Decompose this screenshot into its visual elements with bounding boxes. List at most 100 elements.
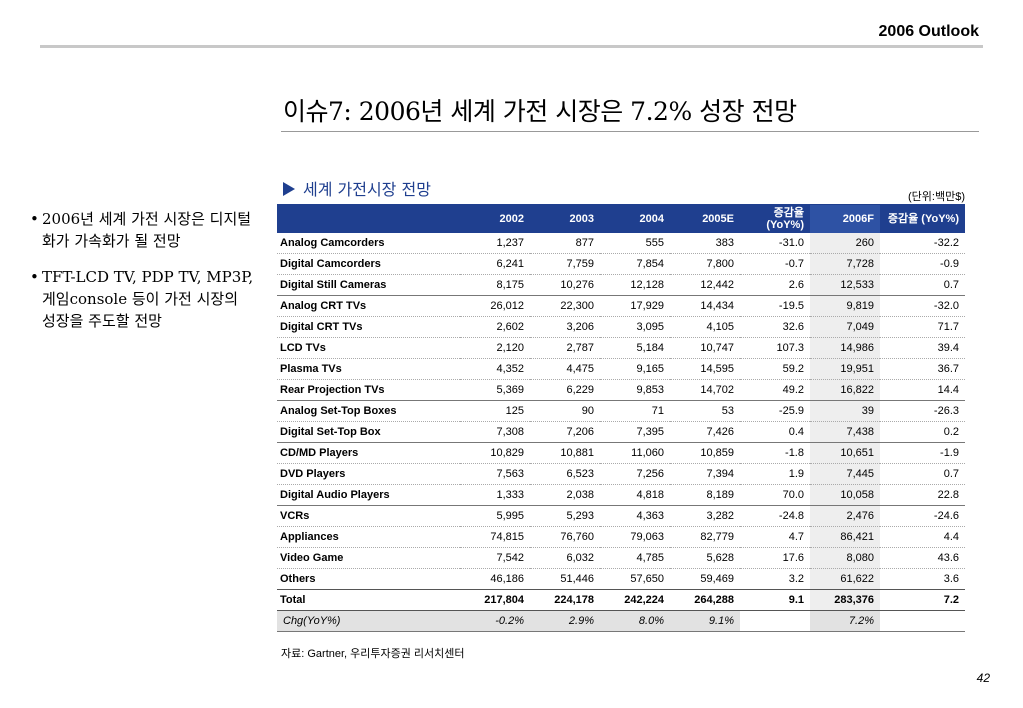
table-cell: 10,829: [460, 442, 530, 464]
table-cell: 10,859: [670, 442, 740, 464]
table-cell: -0.7: [740, 253, 810, 275]
section-label: 세계 가전시장 전망: [303, 180, 431, 199]
title-divider: [281, 131, 979, 132]
table-cell: 7,438: [810, 421, 880, 443]
table-cell: 4.7: [740, 526, 810, 548]
table-row: Others 46,186 51,446 57,650 59,469 3.2 61,622 3…: [277, 568, 965, 590]
table-cell: 10,651: [810, 442, 880, 464]
table-cell: 74,815: [460, 526, 530, 548]
table-cell: 9.1%: [670, 610, 740, 632]
table-row: Analog Camcorders 1,237 877 555 383 -31.0 260-…: [277, 233, 965, 254]
table-cell: 32.6: [740, 316, 810, 338]
row-label: Video Game: [277, 547, 460, 569]
row-label: Analog Camcorders: [277, 233, 460, 254]
table-cell: 10,058: [810, 484, 880, 506]
table-cell: -0.2%: [460, 610, 530, 632]
table-cell: 14,434: [670, 295, 740, 317]
table-row: Digital Audio Players 1,333 2,038 4,818 8,18…: [277, 484, 965, 506]
change-row: Chg(YoY%) -0.2% 2.9% 8.0% 9.1% 7.2%: [277, 610, 965, 632]
column-header: 2004: [600, 204, 670, 233]
table-row: Digital Set-Top Box 7,308 7,206 7,395 7,426 0…: [277, 421, 965, 443]
table-cell: 7,563: [460, 463, 530, 485]
table-cell: 7,049: [810, 316, 880, 338]
table-cell: 7.2: [880, 589, 965, 611]
table-cell: 53: [670, 400, 740, 422]
table-cell: [740, 610, 810, 632]
row-label: Plasma TVs: [277, 358, 460, 380]
table-cell: 5,184: [600, 337, 670, 359]
table-cell: 82,779: [670, 526, 740, 548]
table-cell: 90: [530, 400, 600, 422]
bullet-item: 2006년 세계 가전 시장은 디지털화가 가속화가 될 전망: [30, 208, 255, 252]
bullet-list: 2006년 세계 가전 시장은 디지털화가 가속화가 될 전망 TFT-LCD …: [30, 208, 255, 346]
table-cell: 59.2: [740, 358, 810, 380]
table-cell: 0.7: [880, 274, 965, 296]
table-cell: 3,282: [670, 505, 740, 527]
table-cell: 7,445: [810, 463, 880, 485]
table-cell: 4,105: [670, 316, 740, 338]
column-header: 2003: [530, 204, 600, 233]
table-cell: 7,395: [600, 421, 670, 443]
table-cell: 7,394: [670, 463, 740, 485]
table-cell: 3,206: [530, 316, 600, 338]
table-cell: 125: [460, 400, 530, 422]
table-cell: -25.9: [740, 400, 810, 422]
table-cell: 26,012: [460, 295, 530, 317]
row-label: VCRs: [277, 505, 460, 527]
table-cell: 7,854: [600, 253, 670, 275]
row-label: Digital Set-Top Box: [277, 421, 460, 443]
table-cell: 71: [600, 400, 670, 422]
table-row: VCRs 5,995 5,293 4,363 3,282 -24.8 2,476 -24.6: [277, 505, 965, 527]
table-cell: 7,800: [670, 253, 740, 275]
table-cell: 5,293: [530, 505, 600, 527]
table-cell: 17.6: [740, 547, 810, 569]
table-cell: 0.2: [880, 421, 965, 443]
table-cell: 6,229: [530, 379, 600, 401]
table-cell: 7,542: [460, 547, 530, 569]
table-cell: 49.2: [740, 379, 810, 401]
table-cell: -24.6: [880, 505, 965, 527]
table-cell: -1.8: [740, 442, 810, 464]
total-row: Total 217,804 224,178 242,224 264,288 9.1 283,…: [277, 589, 965, 611]
table-cell: 5,369: [460, 379, 530, 401]
table-cell: 2,602: [460, 316, 530, 338]
table-cell: -1.9: [880, 442, 965, 464]
table-cell: 10,881: [530, 442, 600, 464]
table-cell: 0.4: [740, 421, 810, 443]
table-cell: 7,206: [530, 421, 600, 443]
table-cell: 1.9: [740, 463, 810, 485]
table-cell: 217,804: [460, 589, 530, 611]
table-cell: 12,442: [670, 274, 740, 296]
table-cell: 51,446: [530, 568, 600, 590]
table-cell: 8,189: [670, 484, 740, 506]
table-cell: 43.6: [880, 547, 965, 569]
table-row: CD/MD Players 10,829 10,881 11,060 10,859 -1.…: [277, 442, 965, 464]
table-row: Digital CRT TVs 2,602 3,206 3,095 4,105 32.6 7…: [277, 316, 965, 338]
table-cell: 8,080: [810, 547, 880, 569]
table-row: Video Game 7,542 6,032 4,785 5,628 17.6 8,080 4…: [277, 547, 965, 569]
table-cell: 3.6: [880, 568, 965, 590]
table-cell: 14.4: [880, 379, 965, 401]
table-cell: 9,853: [600, 379, 670, 401]
triangle-bullet-icon: [283, 182, 295, 196]
table-row: LCD TVs 2,120 2,787 5,184 10,747 107.3 14,986 3…: [277, 337, 965, 359]
row-label: Digital Audio Players: [277, 484, 460, 506]
column-header: 2006F: [810, 204, 880, 233]
table-cell: 14,986: [810, 337, 880, 359]
table-cell: 260: [810, 233, 880, 254]
table-cell: 224,178: [530, 589, 600, 611]
table-cell: 4.4: [880, 526, 965, 548]
row-label: LCD TVs: [277, 337, 460, 359]
table-cell: 12,533: [810, 274, 880, 296]
row-label: Digital CRT TVs: [277, 316, 460, 338]
table-cell: 5,628: [670, 547, 740, 569]
table-cell: [880, 610, 965, 632]
column-header: 2005E: [670, 204, 740, 233]
row-label: Others: [277, 568, 460, 590]
table-cell: 4,475: [530, 358, 600, 380]
table-cell: 3.2: [740, 568, 810, 590]
table-cell: 10,276: [530, 274, 600, 296]
table-cell: 16,822: [810, 379, 880, 401]
table-cell: 4,785: [600, 547, 670, 569]
table-cell: 7,426: [670, 421, 740, 443]
